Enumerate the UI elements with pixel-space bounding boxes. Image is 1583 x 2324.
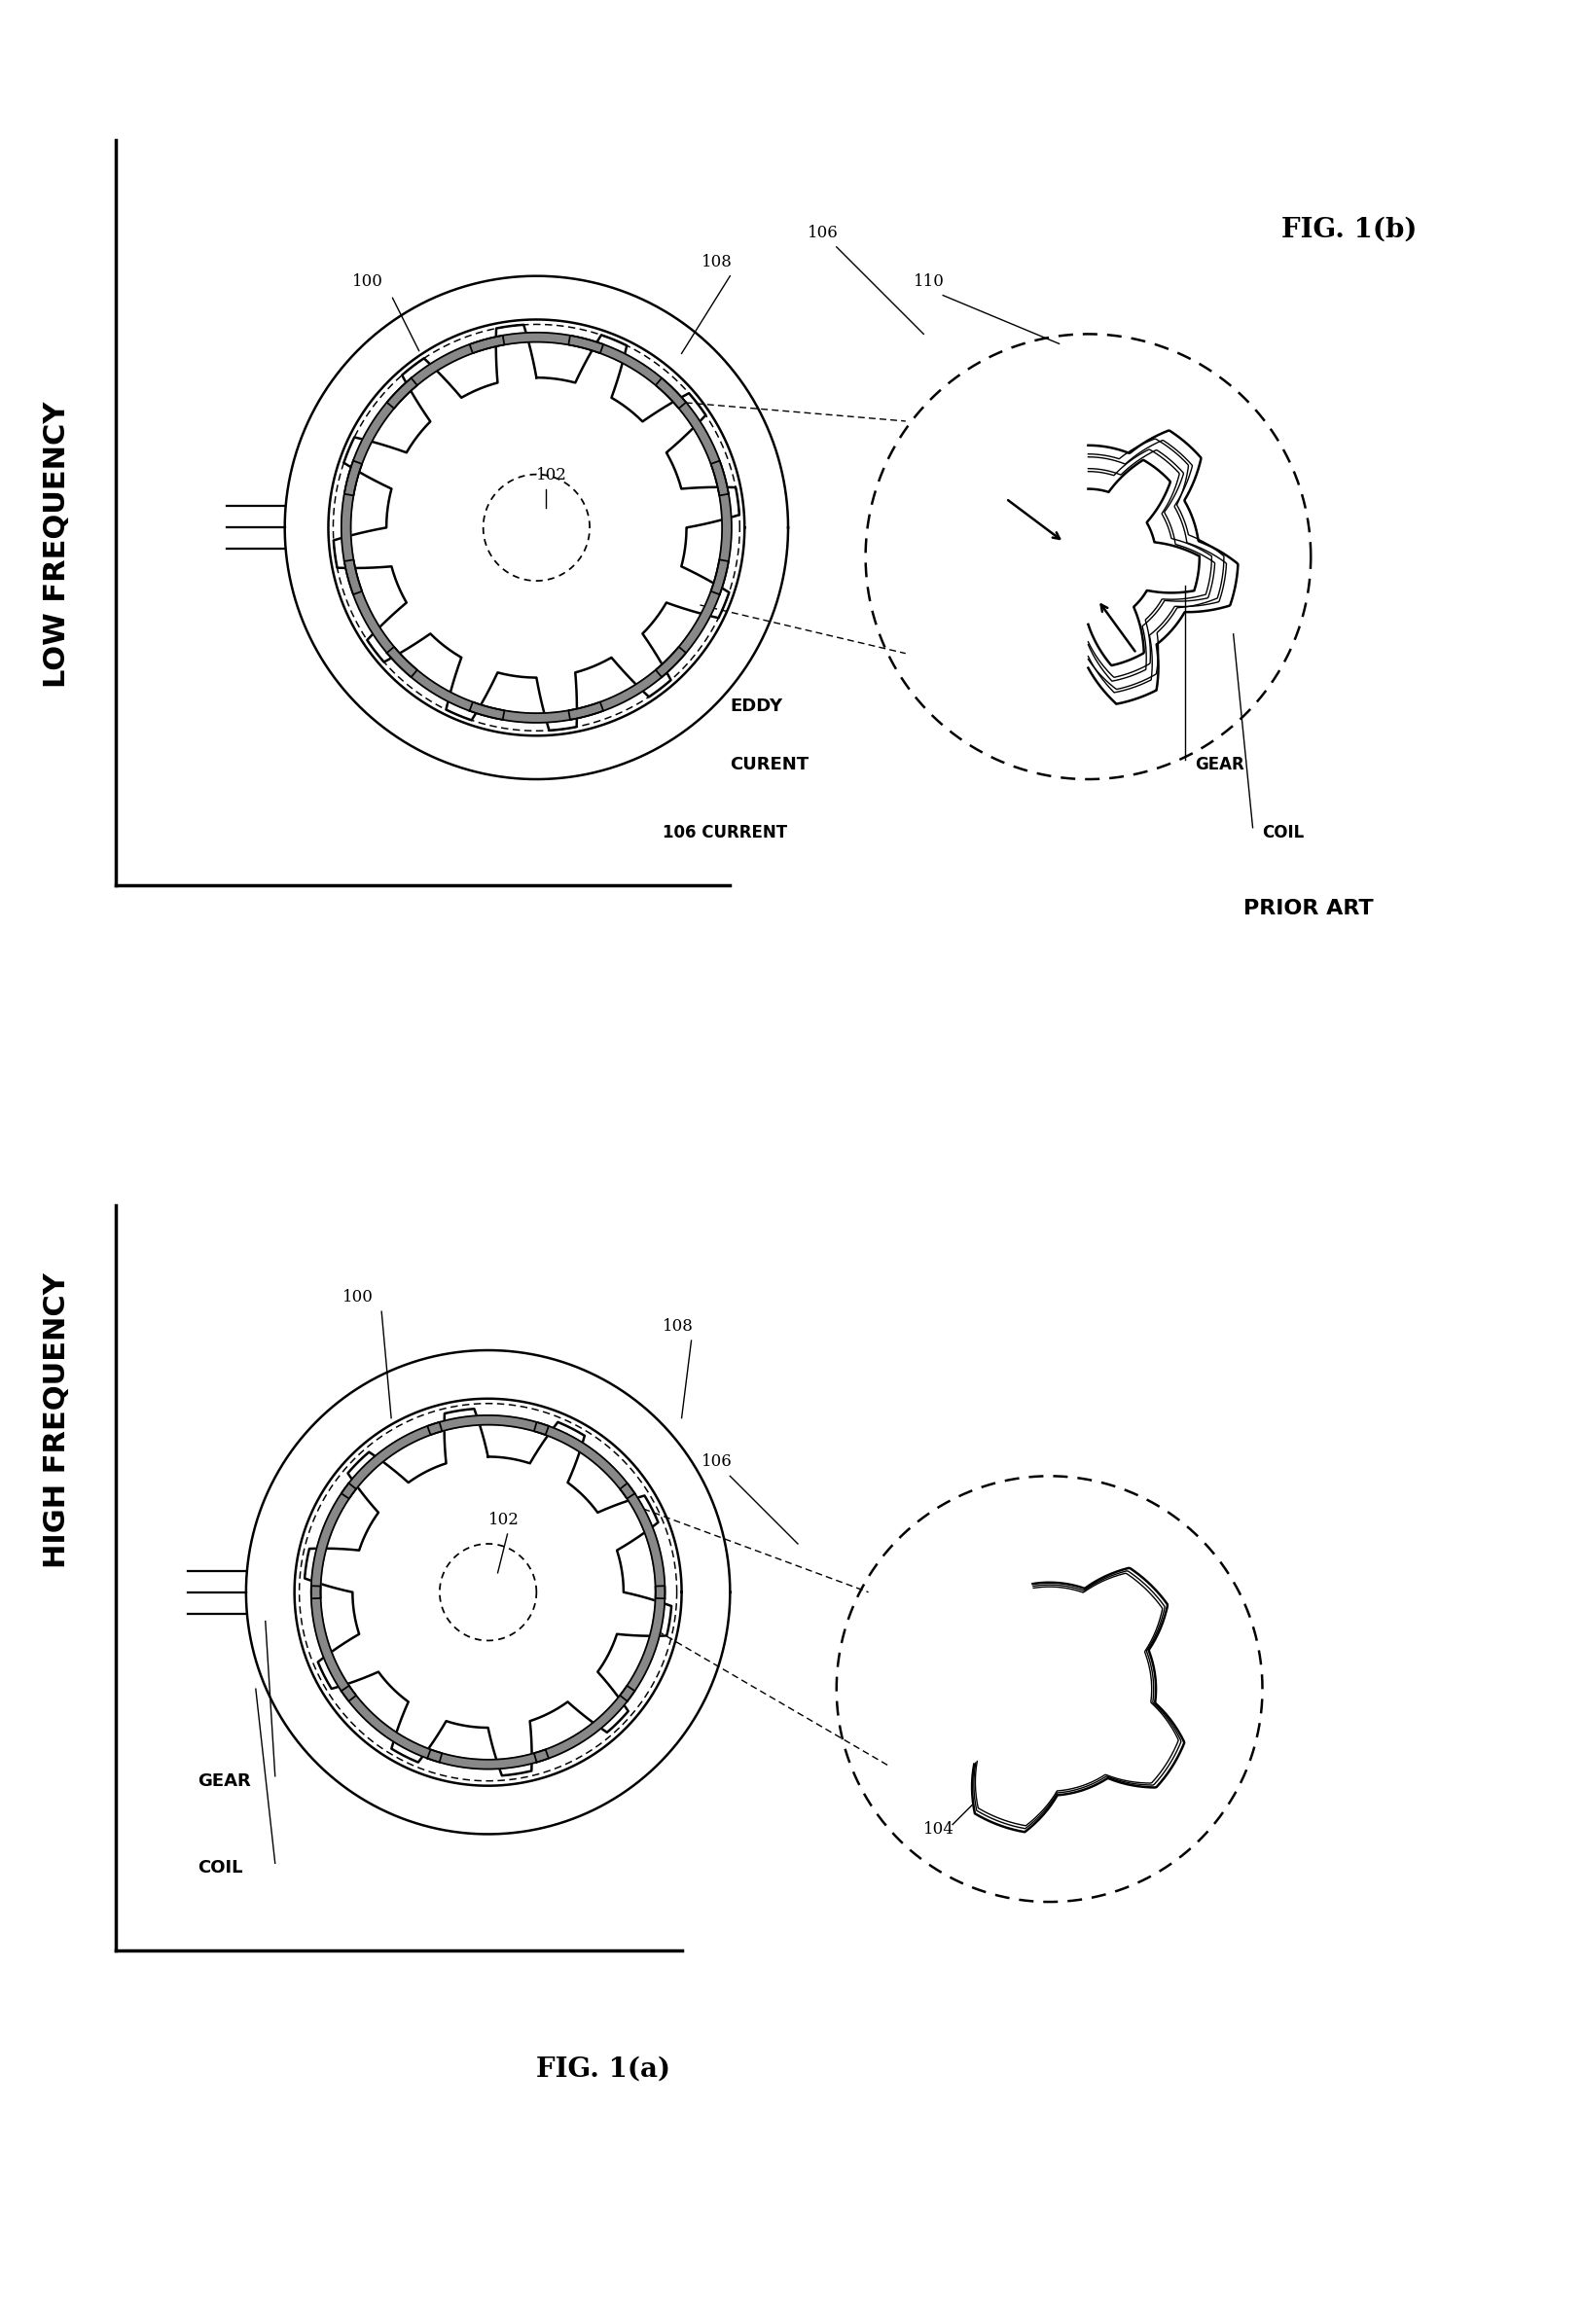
- Text: 106 CURRENT: 106 CURRENT: [662, 823, 787, 841]
- Polygon shape: [386, 335, 505, 409]
- Text: LOW FREQUENCY: LOW FREQUENCY: [43, 402, 71, 688]
- Text: EDDY: EDDY: [730, 697, 782, 716]
- Polygon shape: [621, 1585, 665, 1701]
- Polygon shape: [312, 1585, 356, 1701]
- Text: 100: 100: [353, 272, 383, 290]
- Text: 106: 106: [807, 225, 839, 242]
- Polygon shape: [568, 646, 685, 720]
- Polygon shape: [533, 1422, 635, 1499]
- Text: FIG. 1(b): FIG. 1(b): [1282, 216, 1417, 244]
- Polygon shape: [621, 1483, 665, 1599]
- Polygon shape: [344, 379, 418, 495]
- Text: COIL: COIL: [1262, 823, 1304, 841]
- Text: 102: 102: [488, 1513, 519, 1529]
- Polygon shape: [342, 1685, 442, 1762]
- Polygon shape: [568, 335, 685, 409]
- Polygon shape: [655, 560, 728, 676]
- Polygon shape: [342, 460, 363, 595]
- Text: COIL: COIL: [198, 1859, 242, 1878]
- Polygon shape: [342, 1422, 442, 1499]
- Text: 110: 110: [913, 272, 945, 290]
- Text: GEAR: GEAR: [1195, 755, 1244, 774]
- Text: FIG. 1(a): FIG. 1(a): [537, 2057, 671, 2082]
- Polygon shape: [427, 1750, 549, 1769]
- Text: 104: 104: [923, 1822, 955, 1838]
- Text: CURENT: CURENT: [730, 755, 809, 774]
- Polygon shape: [655, 379, 728, 495]
- Text: 106: 106: [701, 1455, 731, 1471]
- Text: PRIOR ART: PRIOR ART: [1243, 899, 1372, 918]
- Polygon shape: [312, 1483, 356, 1599]
- Text: 108: 108: [662, 1318, 693, 1334]
- Polygon shape: [470, 702, 603, 723]
- Polygon shape: [470, 332, 603, 353]
- Polygon shape: [344, 560, 418, 676]
- Polygon shape: [427, 1415, 549, 1434]
- Text: 108: 108: [701, 253, 731, 270]
- Text: HIGH FREQUENCY: HIGH FREQUENCY: [43, 1274, 71, 1569]
- Text: 102: 102: [537, 467, 567, 483]
- Text: 100: 100: [344, 1290, 374, 1306]
- Text: GEAR: GEAR: [198, 1773, 252, 1789]
- Polygon shape: [386, 646, 505, 720]
- Polygon shape: [711, 460, 731, 595]
- Polygon shape: [533, 1685, 635, 1762]
